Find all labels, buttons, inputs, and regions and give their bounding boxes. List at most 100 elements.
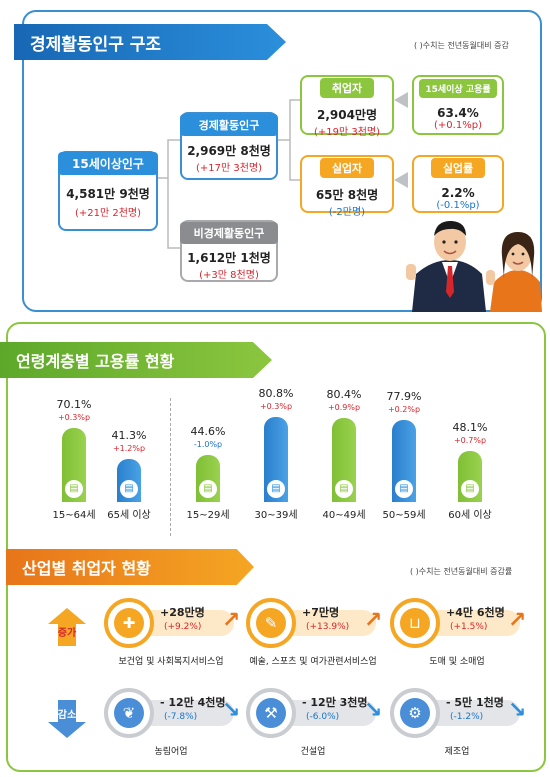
age-bar-label: 15~29세 [186, 510, 230, 521]
industry-name: 제조업 [444, 747, 470, 757]
trend-down-icon: ↘ [364, 698, 383, 723]
trend-up-icon: ↗ [364, 608, 383, 633]
industry-icon-circle: ✚ [104, 598, 154, 648]
unemp-rate-value: 2.2% [441, 186, 475, 200]
industry-rate: (+13.9%) [306, 622, 350, 632]
unemployed-change: (-2만명) [328, 207, 366, 218]
age-bar-label: 60세 이상 [448, 510, 492, 521]
active-value: 2,969만 8천명 [187, 144, 271, 158]
age-bar-value: 70.1% [56, 398, 92, 412]
age-bar-label: 40~49세 [322, 510, 366, 521]
industry-title-banner: 산업별 취업자 현황 [6, 549, 254, 585]
document-icon: ▤ [65, 479, 83, 498]
industry-icon-circle: ⚙ [390, 688, 440, 738]
age-bar-change: +0.3%p [259, 402, 293, 412]
people-illustration [406, 220, 542, 312]
age-bar-change: +1.2%p [112, 443, 146, 453]
active-header: 경제활동인구 [180, 114, 278, 136]
unemp-rate-header: 실업률 [430, 158, 486, 178]
age-bar-label: 65세 이상 [107, 510, 151, 521]
age-bar: ▤ [332, 417, 356, 502]
industry-rate: (+1.5%) [450, 622, 488, 632]
unemployed-header: 실업자 [319, 158, 375, 178]
increase-label: 증가 [57, 628, 77, 639]
pop15-box: 15세이상인구 4,581만 9천명 (+21만 2천명) [58, 151, 158, 231]
chart-divider [170, 398, 171, 536]
age-bar-value: 80.4% [326, 387, 362, 401]
age-bar-label: 50~59세 [382, 510, 426, 521]
emp-rate-value: 63.4% [437, 106, 479, 120]
age-bar: ▤ [62, 428, 86, 502]
palette-icon: ✎ [256, 608, 286, 638]
inactive-box: 비경제활동인구 1,612만 1천명 (+3만 8천명) [180, 220, 278, 282]
age-bar-change: -1.0%p [193, 440, 223, 450]
active-box: 경제활동인구 2,969만 8천명 (+17만 3천명) [180, 112, 278, 180]
industry-icon-circle: ❦ [104, 688, 154, 738]
emp-rate-change: (+0.1%p) [434, 120, 482, 131]
pop15-header: 15세이상인구 [58, 152, 158, 175]
document-icon: ▤ [199, 479, 217, 498]
increase-badge: 증가 [48, 608, 86, 646]
age-bar: ▤ [392, 420, 416, 502]
age-bar: ▤ [117, 458, 141, 502]
industry-rate: (-6.0%) [306, 712, 340, 722]
age-title-banner: 연령계층별 고용률 현황 [0, 342, 272, 378]
industry-name: 보건업 및 사회복지서비스업 [118, 657, 224, 667]
age-bar: ▤ [196, 455, 220, 502]
industry-rate: (+9.2%) [164, 622, 202, 632]
wheat-icon: ❦ [114, 698, 144, 728]
trend-down-icon: ↘ [222, 698, 241, 723]
emp-rate-header: 15세이상 고용률 [419, 79, 497, 98]
document-icon: ▤ [461, 479, 479, 498]
age-bar-label: 15~64세 [52, 510, 96, 521]
active-change: (+17만 3천명) [195, 163, 263, 174]
age-bar-value: 48.1% [452, 421, 488, 435]
industry-name: 건설업 [300, 747, 326, 757]
document-icon: ▤ [395, 479, 413, 498]
industry-change: +4만 6천명 [446, 606, 505, 619]
age-bar-value: 41.3% [111, 428, 147, 442]
pop15-change: (+21만 2천명) [74, 208, 142, 219]
industry-rate: (-1.2%) [450, 712, 484, 722]
industry-icon-circle: ✎ [246, 598, 296, 648]
age-bar-change: +0.3%p [57, 413, 91, 423]
unemployed-value: 65만 8천명 [315, 188, 379, 202]
industry-name: 농림어업 [154, 747, 188, 757]
age-bar-value: 44.6% [190, 425, 226, 439]
structure-connectors [158, 92, 408, 249]
age-title: 연령계층별 고용률 현황 [16, 352, 175, 371]
age-bar-change: +0.2%p [387, 405, 421, 415]
employed-box: 취업자 2,904만명 (+19만 3천명) [300, 75, 394, 138]
age-bar-change: +0.9%p [327, 402, 361, 412]
structure-title-banner: 경제활동인구 구조 [14, 24, 286, 60]
industry-note: ( )수치는 전년동월대비 증감률 [410, 567, 513, 576]
trend-up-icon: ↗ [222, 608, 241, 633]
emp-rate-box: 15세이상 고용률 63.4% (+0.1%p) [412, 75, 504, 135]
inactive-change: (+3만 8천명) [199, 270, 259, 281]
trend-up-icon: ↗ [508, 608, 527, 633]
age-bar-value: 77.9% [386, 390, 422, 404]
industry-name: 예술, 스포츠 및 여가관련서비스업 [249, 657, 377, 667]
structure-title: 경제활동인구 구조 [30, 34, 162, 55]
age-bar: ▤ [264, 417, 288, 502]
industry-change: - 5만 1천명 [446, 696, 504, 709]
industry-name: 도매 및 소매업 [429, 657, 485, 667]
inactive-header: 비경제활동인구 [180, 222, 278, 244]
unemp-rate-change: (-0.1%p) [436, 200, 480, 211]
age-bar-value: 80.8% [258, 387, 294, 401]
decrease-label: 감소 [57, 710, 77, 721]
industry-icon-circle: ⚒ [246, 688, 296, 738]
shopping-basket-icon: ⊔ [400, 608, 430, 638]
industry-change: +28만명 [160, 606, 205, 619]
industry-title: 산업별 취업자 현황 [22, 559, 151, 578]
employed-header: 취업자 [319, 78, 375, 98]
structure-note: ( )수치는 전년동월대비 증감 [414, 41, 509, 50]
unemp-rate-box: 실업률 2.2% (-0.1%p) [412, 155, 504, 213]
document-icon: ▤ [120, 479, 138, 498]
industry-icon-circle: ⊔ [390, 598, 440, 648]
age-bar-label: 30~39세 [254, 510, 298, 521]
document-icon: ▤ [335, 479, 353, 498]
pop15-value: 4,581만 9천명 [66, 187, 150, 201]
industry-change: +7만명 [302, 606, 340, 619]
gears-icon: ⚙ [400, 698, 430, 728]
